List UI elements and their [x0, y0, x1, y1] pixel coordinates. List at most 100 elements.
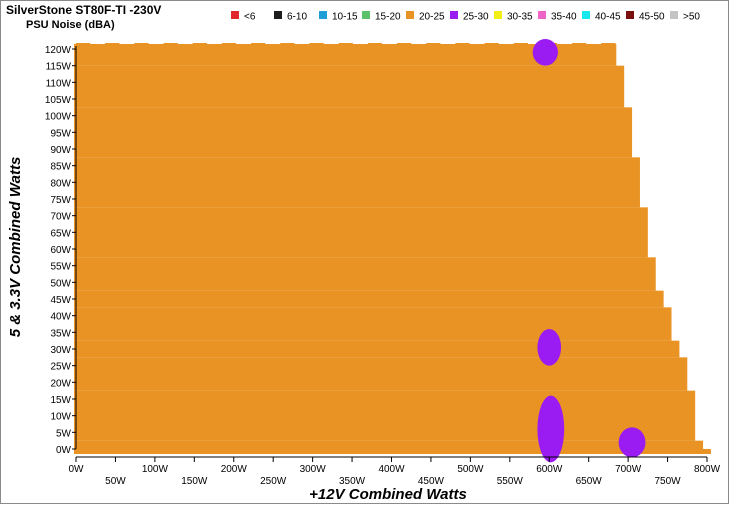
legend-swatch: [231, 11, 239, 19]
legend-label: 45-50: [639, 12, 665, 23]
legend-swatch: [538, 11, 546, 19]
y-tick-label: 20W: [50, 378, 71, 389]
chart-title: SilverStone ST80F-TI -230V: [6, 3, 161, 17]
y-tick-label: 30W: [50, 345, 71, 356]
y-tick-label: 45W: [50, 295, 71, 306]
heatmap-cell-20-25: [251, 43, 266, 45]
heatmap-cell-20-25: [192, 43, 207, 45]
heatmap-cell-20-25: [74, 257, 656, 291]
y-tick-label: 65W: [50, 228, 71, 239]
heatmap-cell-20-25: [74, 440, 704, 449]
heatmap-cell-20-25: [572, 43, 587, 45]
x-tick-label: 50W: [105, 476, 126, 487]
y-tick-label: 100W: [45, 112, 72, 123]
y-tick-label: 90W: [50, 145, 71, 156]
y-tick-label: 35W: [50, 328, 71, 339]
heatmap-cell-20-25: [601, 43, 616, 45]
heatmap-cell-20-25: [397, 43, 412, 45]
x-tick-label: 200W: [221, 464, 248, 475]
legend-swatch: [362, 11, 370, 19]
x-tick-label: 100W: [142, 464, 169, 475]
x-tick-label: 800W: [694, 464, 721, 475]
x-tick-label: 0W: [69, 464, 85, 475]
heatmap-cell-20-25: [74, 290, 664, 308]
heatmap-cell-20-25: [309, 43, 324, 45]
heatmap-cell-20-25: [455, 43, 470, 45]
heatmap-cell-20-25: [367, 43, 383, 45]
heatmap-cell-20-25: [221, 43, 237, 45]
y-tick-label: 105W: [45, 95, 72, 106]
x-tick-label: 600W: [536, 464, 563, 475]
y-tick-label: 115W: [46, 62, 72, 73]
legend-swatch: [494, 11, 502, 19]
chart-subtitle: PSU Noise (dBA): [26, 19, 115, 31]
y-axis-ticks: 0W 5W 10W 15W 20W 25W 30W 35W 40W 45W 50W 55W 60W 65W…: [45, 45, 77, 456]
legend-label: >50: [683, 12, 700, 23]
x-tick-label: 500W: [457, 464, 484, 475]
x-tick-label: 750W: [655, 476, 682, 487]
legend-label: 40-45: [595, 12, 621, 23]
y-tick-label: 95W: [50, 128, 71, 139]
heatmap-cell-20-25: [74, 357, 688, 391]
legend-label: 30-35: [507, 12, 533, 23]
heatmap-cell-20-25: [74, 44, 617, 66]
y-tick-label: 15W: [50, 395, 71, 406]
y-tick-label: 85W: [50, 162, 71, 173]
y-axis-label: 5 & 3.3V Combined Watts: [7, 157, 24, 338]
x-axis-label: +12V Combined Watts: [309, 486, 467, 503]
x-tick-label: 300W: [300, 464, 327, 475]
x-tick-label: 700W: [615, 464, 642, 475]
y-tick-label: 70W: [50, 212, 71, 223]
y-tick-label: 120W: [45, 45, 72, 56]
legend-label: 25-30: [463, 12, 489, 23]
x-tick-label: 450W: [418, 476, 445, 487]
heatmap-region-25-30: [532, 39, 558, 66]
legend-swatch: [274, 11, 282, 19]
y-tick-label: 5W: [56, 428, 72, 439]
heatmap-cell-20-25: [338, 43, 353, 45]
x-tick-label: 550W: [497, 476, 524, 487]
heatmap-cell-20-25: [76, 43, 91, 45]
y-tick-label: 40W: [50, 312, 71, 323]
y-tick-label: 60W: [50, 245, 71, 256]
x-tick-label: 150W: [181, 476, 208, 487]
x-axis-ticks: 0W 50W 100W 150W 200W 250W 300W 350W 400W 450W 500…: [69, 456, 721, 487]
legend-label: <6: [244, 12, 256, 23]
legend-swatch: [319, 11, 327, 19]
plot-area: [74, 39, 711, 463]
y-tick-label: 50W: [50, 278, 71, 289]
heatmap-region-25-30: [537, 329, 562, 366]
heatmap-region-25-30: [537, 395, 565, 463]
heatmap-cell-20-25: [74, 65, 625, 108]
heatmap-cell-20-25: [105, 43, 120, 45]
heatmap-cell-20-25: [74, 340, 680, 358]
heatmap-cell-20-25: [163, 43, 178, 45]
x-tick-label: 400W: [378, 464, 405, 475]
heatmap-cell-20-25: [74, 107, 633, 158]
legend-swatch: [450, 11, 458, 19]
heatmap-cell-20-25: [74, 307, 672, 341]
heatmap-cell-20-25: [426, 43, 441, 45]
legend: <6 6-10 10-15 15-20 20-25 25-30 30-35 35-40 40-4…: [231, 11, 700, 23]
heatmap-region-25-30: [618, 427, 646, 458]
legend-swatch: [670, 11, 678, 19]
heatmap-cell-20-25: [74, 207, 648, 258]
y-tick-label: 80W: [50, 178, 71, 189]
x-tick-label: 350W: [339, 476, 366, 487]
heatmap-cell-20-25: [513, 43, 528, 45]
y-tick-label: 10W: [50, 412, 71, 423]
heatmap-cell-20-25: [134, 43, 149, 45]
y-tick-label: 75W: [50, 195, 71, 206]
x-tick-label: 650W: [576, 476, 603, 487]
y-tick-label: 25W: [50, 362, 71, 373]
y-tick-label: 110W: [46, 78, 72, 89]
legend-label: 10-15: [332, 12, 358, 23]
y-tick-label: 55W: [50, 262, 71, 273]
legend-swatch: [582, 11, 590, 19]
heatmap-cell-20-25: [74, 449, 711, 454]
legend-label: 15-20: [375, 12, 401, 23]
x-tick-label: 250W: [260, 476, 287, 487]
heatmap-cell-20-25: [74, 390, 696, 441]
